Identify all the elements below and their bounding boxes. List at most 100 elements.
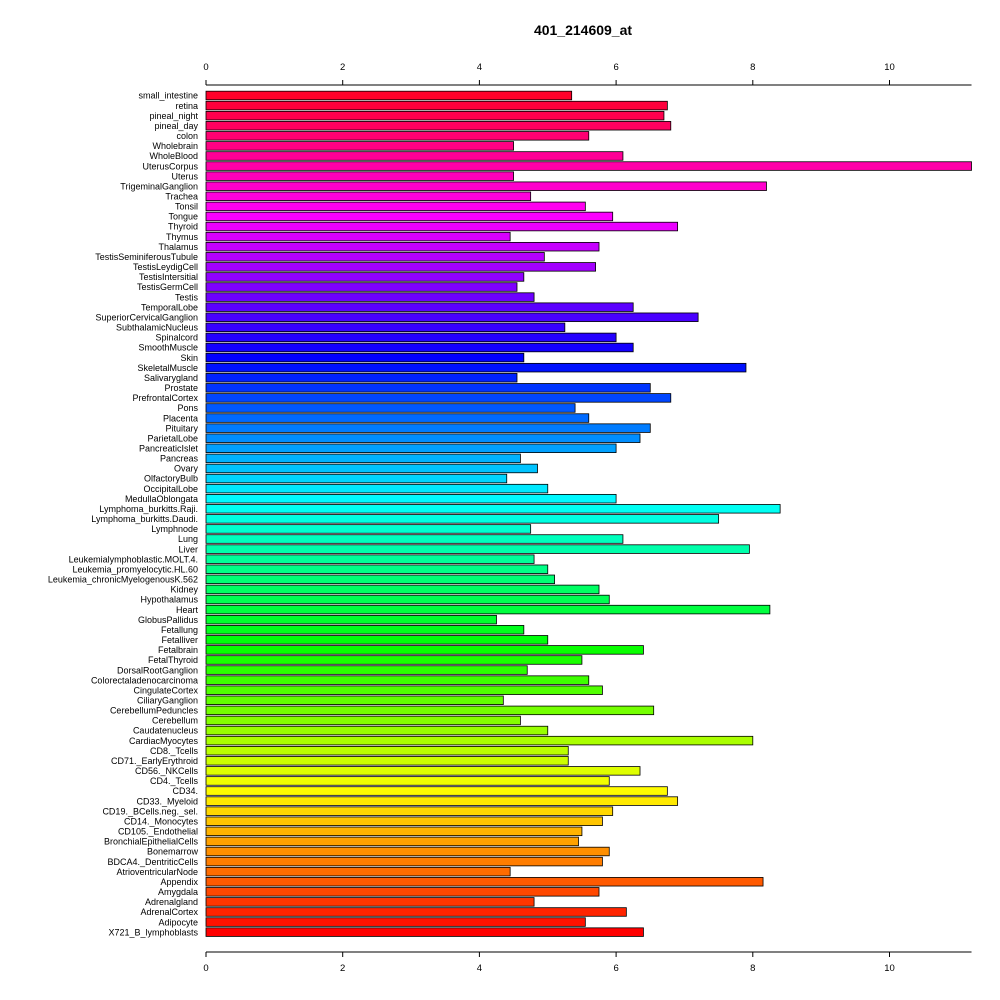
bar (205, 796, 679, 806)
category-label: Thalamus (158, 242, 198, 252)
category-label: pineal_day (154, 121, 198, 131)
category-label: Hypothalamus (140, 595, 198, 605)
category-label: PrefrontalCortex (132, 393, 198, 403)
bar (205, 846, 610, 857)
bar (205, 917, 586, 927)
bar (205, 665, 528, 675)
category-label: Fetallung (161, 625, 198, 635)
bar (205, 231, 511, 242)
bar (205, 866, 511, 877)
category-label: CD8._Tcells (150, 746, 199, 756)
bottom-axis: 0 2 4 6 8 10 (203, 951, 972, 974)
bar (205, 786, 668, 796)
bar (205, 171, 514, 181)
category-label: Appendix (160, 877, 198, 887)
category-label: Ovary (174, 464, 199, 474)
category-label: Heart (176, 605, 199, 615)
bar (205, 312, 699, 322)
bar (205, 725, 549, 736)
category-label: SmoothMuscle (138, 343, 198, 353)
bar (205, 887, 600, 897)
category-label: AdrenalCortex (140, 907, 198, 917)
bar (205, 211, 614, 222)
tick-label: 4 (477, 62, 482, 73)
category-label: CiliaryGanglion (137, 696, 198, 706)
category-label: Spinalcord (155, 333, 198, 343)
category-label: Pituitary (165, 423, 198, 433)
bar (205, 625, 525, 635)
category-label: CerebellumPeduncles (110, 706, 199, 716)
category-label: Fetalliver (161, 635, 198, 645)
category-label: Lung (178, 534, 198, 544)
tick-label: 2 (340, 62, 345, 73)
bar (205, 836, 579, 847)
category-label: Thymus (166, 232, 199, 242)
bar (205, 473, 508, 484)
bar (205, 685, 603, 695)
bar (205, 604, 771, 615)
bar (205, 856, 603, 867)
category-label: TestisSeminiferousTubule (95, 252, 198, 262)
bar (205, 756, 569, 766)
category-label: FetalThyroid (148, 655, 198, 665)
category-label: OlfactoryBulb (144, 474, 198, 484)
bar (205, 504, 781, 514)
bar (205, 735, 754, 746)
category-label: Skin (180, 353, 198, 363)
category-label: Tonsil (175, 202, 198, 212)
category-label: Fetalbrain (158, 645, 198, 655)
category-label: Pancreas (160, 454, 199, 464)
category-label: small_intestine (138, 91, 198, 101)
category-label: SuperiorCervicalGanglion (95, 312, 198, 322)
chart-title: 401_214609_at (534, 22, 632, 38)
bars-group (205, 90, 972, 937)
bar (205, 100, 668, 111)
category-label: SubthalamicNucleus (116, 323, 199, 333)
category-label: TemporalLobe (141, 302, 198, 312)
category-label: CardiacMyocytes (129, 736, 199, 746)
category-label: CD19._BCells.neg._sel. (102, 806, 198, 816)
bar (205, 151, 624, 161)
bar (205, 181, 767, 191)
category-label: pineal_night (149, 111, 198, 121)
category-label: PancreaticIslet (139, 444, 199, 454)
bar (205, 524, 532, 534)
category-label: Thyroid (168, 222, 198, 232)
bar (205, 131, 590, 141)
category-label: Prostate (164, 383, 198, 393)
category-label: colon (176, 131, 198, 141)
bar (205, 191, 532, 202)
bar (205, 413, 590, 423)
bar (205, 635, 549, 645)
bar (205, 675, 590, 685)
bar (205, 493, 617, 504)
bar (205, 110, 665, 121)
tick-label: 0 (203, 62, 208, 73)
category-label: Leukemia_promyelocytic.HL.60 (72, 564, 198, 574)
tick-label: 8 (750, 62, 755, 73)
category-label: Leukemialymphoblastic.MOLT.4. (69, 554, 198, 564)
bar (205, 715, 521, 726)
bar (205, 897, 535, 907)
bar (205, 352, 525, 363)
bar (205, 161, 972, 171)
category-label: SkeletalMuscle (137, 363, 198, 373)
category-label: CD34. (172, 786, 198, 796)
bar (205, 614, 497, 625)
category-label: Trachea (165, 192, 198, 202)
bar (205, 201, 586, 212)
bar (205, 262, 596, 272)
bar (205, 695, 504, 706)
category-label: Caudatenucleus (133, 726, 199, 736)
bar (205, 362, 747, 373)
bar (205, 282, 518, 292)
bar (205, 877, 764, 887)
category-label: CingulateCortex (133, 685, 198, 695)
bar (205, 584, 600, 595)
bar (205, 383, 651, 393)
bar (205, 907, 627, 917)
category-label: Liver (178, 544, 198, 554)
tick-label: 10 (884, 62, 895, 73)
tick-label: 10 (884, 963, 895, 974)
bar (205, 241, 600, 252)
